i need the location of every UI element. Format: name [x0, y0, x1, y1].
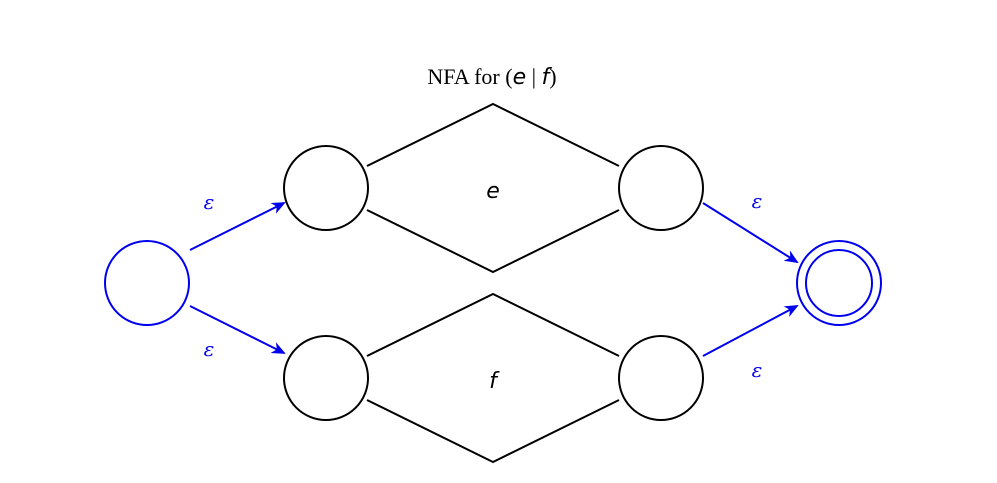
title-prefix: NFA for (	[427, 64, 512, 89]
epsilon-label-upper-to-accept: ε	[752, 189, 763, 213]
upper-entry-state	[283, 145, 369, 231]
lower-subautomaton-top-edge	[366, 292, 620, 357]
lower-subautomaton-bottom-edge	[366, 399, 620, 464]
accept-state	[796, 240, 882, 326]
upper-subautomaton-top-edge	[366, 102, 620, 167]
start-state	[104, 240, 190, 326]
upper-exit-state	[618, 145, 704, 231]
epsilon-arrow-upper-to-accept	[702, 202, 799, 264]
lower-subautomaton-label: f	[489, 369, 500, 394]
lower-subautomaton: f	[283, 292, 704, 464]
upper-subautomaton-label: e	[486, 179, 500, 204]
title-left-operand: e	[513, 65, 527, 90]
epsilon-arrow-start-to-lower	[189, 305, 286, 354]
epsilon-arrow-start-to-upper	[189, 202, 286, 251]
upper-subautomaton: e	[283, 102, 704, 274]
lower-entry-state	[283, 335, 369, 421]
upper-subautomaton-bottom-edge	[366, 209, 620, 274]
accept-state-inner-ring	[805, 249, 873, 317]
lower-exit-state	[618, 335, 704, 421]
epsilon-label-start-to-upper: ε	[204, 190, 215, 214]
epsilon-arrow-lower-to-accept	[702, 305, 799, 357]
title-separator: |	[526, 64, 541, 89]
title-right-operand: f	[542, 65, 553, 90]
diagram-title: NFA for (e | f)	[427, 64, 556, 90]
epsilon-label-lower-to-accept: ε	[752, 358, 763, 382]
title-suffix: )	[549, 64, 556, 89]
epsilon-label-start-to-lower: ε	[204, 337, 215, 361]
